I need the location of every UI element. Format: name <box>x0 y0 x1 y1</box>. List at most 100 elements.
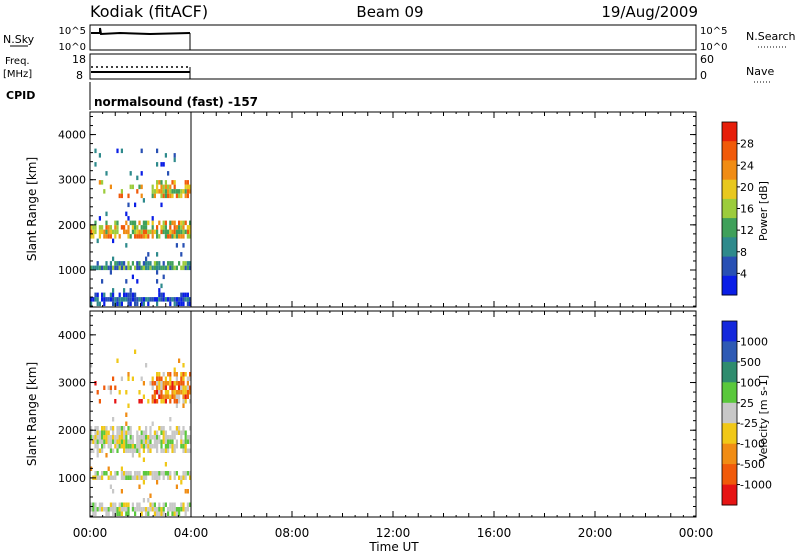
echo-cell <box>164 184 167 190</box>
echo-cell <box>125 279 128 284</box>
echo-cell <box>149 430 152 435</box>
echo-cell <box>109 507 112 512</box>
echo-cell <box>182 475 185 480</box>
echo-cell <box>160 202 163 208</box>
echo-cell <box>151 507 154 512</box>
echo-cell <box>171 448 174 453</box>
echo-cell <box>158 376 161 381</box>
echo-cell <box>147 448 150 453</box>
echo-cell <box>136 502 139 507</box>
time-axis: 00:00 04:00 08:00 12:00 16:00 20:00 00:00 <box>73 526 714 540</box>
echo-cell <box>114 444 117 449</box>
echo-cell <box>120 502 123 507</box>
echo-cell <box>123 292 126 298</box>
echo-cell <box>131 502 134 507</box>
colorbar-tick-label: 24 <box>740 159 754 172</box>
echo-cell <box>101 507 104 512</box>
echo-cell <box>167 475 170 480</box>
echo-cell <box>186 448 189 453</box>
echo-cell <box>189 189 192 194</box>
echo-cell <box>145 363 148 368</box>
echo-cell <box>180 220 183 226</box>
echo-cell <box>127 297 130 302</box>
echo-cell <box>96 301 99 307</box>
echo-cell <box>186 471 189 476</box>
echo-cell <box>151 189 154 194</box>
echo-cell <box>114 435 117 440</box>
echo-cell <box>171 189 174 194</box>
echo-cell <box>109 292 112 298</box>
echo-cell <box>127 193 130 199</box>
echo-cell <box>164 435 167 440</box>
echo-cell <box>101 448 104 453</box>
echo-cell <box>109 265 112 271</box>
echo-cell <box>184 394 187 399</box>
echo-cell <box>167 439 170 444</box>
echo-cell <box>164 390 167 395</box>
colorbar-segment <box>722 179 737 200</box>
echo-cell <box>98 399 101 404</box>
echo-cell <box>156 261 159 266</box>
echo-cell <box>138 184 141 190</box>
echo-cell <box>178 229 181 235</box>
echo-cell <box>162 448 165 453</box>
echo-cell <box>114 225 117 230</box>
echo-cell <box>94 162 97 167</box>
echo-cell <box>134 202 137 208</box>
echo-cell <box>114 399 117 404</box>
echo-cell <box>129 265 132 271</box>
echo-cell <box>107 444 110 449</box>
echo-cell <box>189 471 192 476</box>
echo-cell <box>118 292 121 298</box>
echo-cell <box>182 448 185 453</box>
echo-cell <box>153 381 156 386</box>
echo-cell <box>136 507 139 512</box>
echo-cell <box>125 471 128 476</box>
colorbar-tick-label: -500 <box>740 458 765 471</box>
echo-cell <box>178 220 181 226</box>
echo-cell <box>127 439 130 444</box>
echo-cell <box>164 225 167 230</box>
echo-cell <box>125 511 128 516</box>
echo-cell <box>125 243 128 248</box>
echo-cell <box>173 189 176 194</box>
ytick-label: 3000 <box>58 174 86 187</box>
colorbar-tick-label: -25 <box>740 417 758 430</box>
echo-cell <box>151 421 154 426</box>
echo-cell <box>149 507 152 512</box>
echo-cell <box>173 265 176 271</box>
echo-cell <box>182 376 185 381</box>
echo-cell <box>134 229 137 235</box>
echo-cell <box>125 439 128 444</box>
echo-cell <box>160 399 163 404</box>
echo-cell <box>131 439 134 444</box>
echo-cell <box>96 430 99 435</box>
echo-cell <box>173 394 176 399</box>
echo-cell <box>184 184 187 190</box>
echo-cell <box>98 180 101 185</box>
echo-cell <box>94 444 97 449</box>
echo-cell <box>184 439 187 444</box>
echo-cell <box>145 507 148 512</box>
echo-cell <box>98 265 101 271</box>
echo-cell <box>94 292 97 298</box>
echo-cell <box>131 444 134 449</box>
echo-cell <box>169 394 172 399</box>
echo-cell <box>109 444 112 449</box>
echo-cell <box>101 444 104 449</box>
echo-cell <box>90 430 93 435</box>
echo-cell <box>167 229 170 235</box>
echo-cell <box>142 507 145 512</box>
echo-cell <box>156 390 159 395</box>
colorbar-segment <box>722 218 737 238</box>
echo-cell <box>136 225 139 230</box>
echo-cell <box>189 229 192 235</box>
echo-cell <box>149 261 152 266</box>
echo-cell <box>101 180 104 185</box>
echo-cell <box>90 502 93 507</box>
echo-cell <box>94 229 97 235</box>
echo-cell <box>142 198 145 203</box>
echo-cell <box>158 507 161 512</box>
echo-cell <box>94 426 97 431</box>
echo-cell <box>109 435 112 440</box>
